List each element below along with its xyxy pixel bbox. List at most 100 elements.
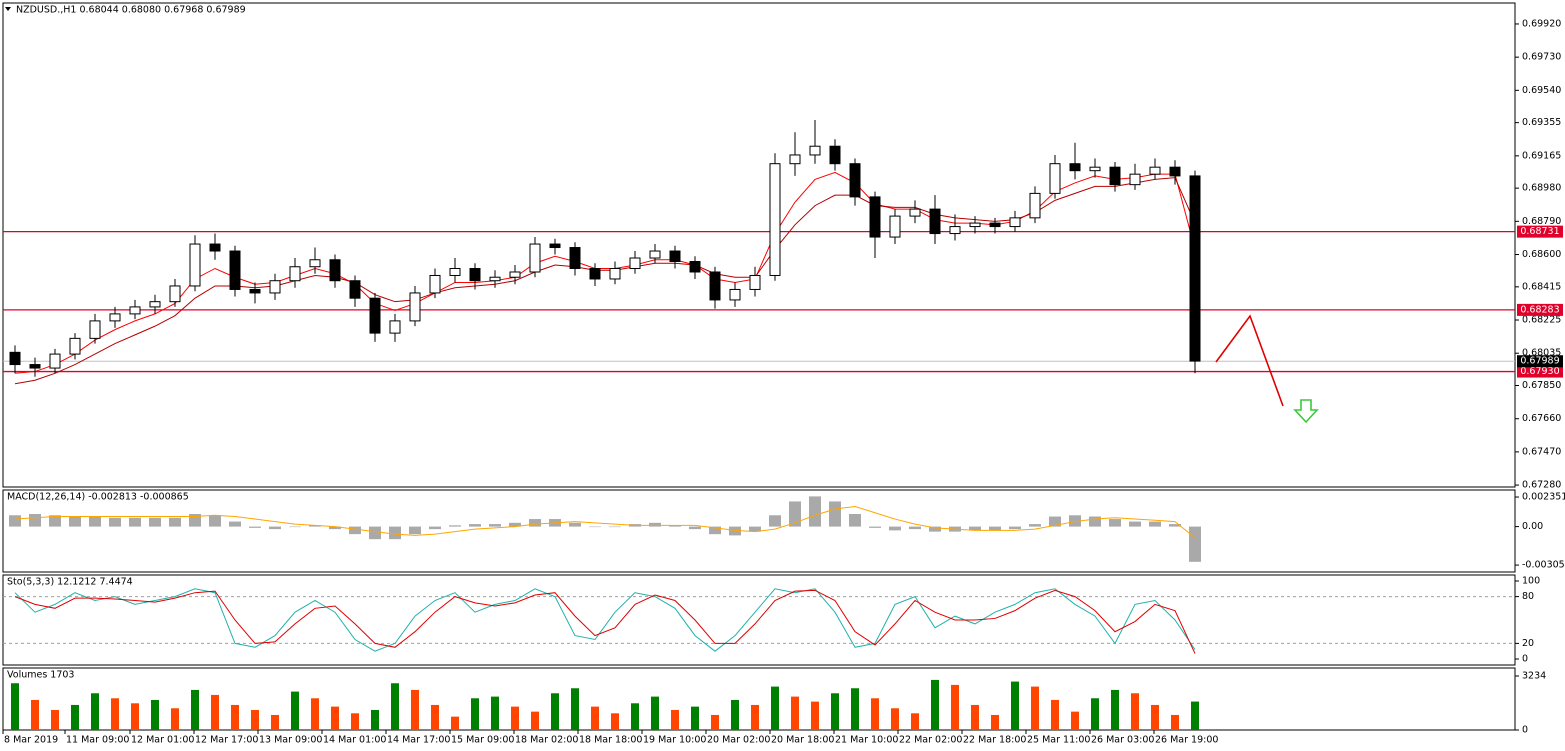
bar xyxy=(631,703,639,730)
bar xyxy=(169,517,181,527)
panel-title: MACD(12,26,14) -0.002813 -0.000865 xyxy=(7,492,189,503)
bar xyxy=(49,515,61,527)
candle-body xyxy=(209,243,221,252)
bar xyxy=(831,693,839,730)
x-tick-label: 11 Mar 09:00 xyxy=(66,735,129,746)
bar xyxy=(1129,521,1141,527)
bar xyxy=(11,683,19,730)
bar xyxy=(971,704,979,730)
bar xyxy=(291,691,299,730)
x-tick-label: 26 Mar 19:00 xyxy=(1155,735,1218,746)
bar xyxy=(1051,699,1059,730)
bar xyxy=(711,714,719,730)
y-tick-label: 0.68790 xyxy=(1522,216,1561,227)
candle-body xyxy=(109,313,121,322)
candle-body xyxy=(849,163,861,198)
bar xyxy=(371,709,379,730)
bar xyxy=(669,525,681,527)
candle-body xyxy=(1149,166,1161,175)
bar xyxy=(1169,524,1181,527)
bar xyxy=(1151,704,1159,730)
candle-body xyxy=(369,297,381,334)
bar xyxy=(29,514,41,527)
bar xyxy=(251,709,259,730)
bar xyxy=(891,708,899,730)
candle-body xyxy=(949,226,961,235)
bar xyxy=(1029,524,1041,527)
bar xyxy=(171,708,179,730)
bar xyxy=(231,704,239,730)
bar xyxy=(469,524,481,527)
y-tick-label: 0.002351 xyxy=(1522,492,1565,503)
bar xyxy=(1069,515,1081,527)
x-tick-label: 22 Mar 18:00 xyxy=(963,735,1026,746)
bar xyxy=(869,526,881,528)
bar xyxy=(1089,516,1101,527)
last-price-label: 0.67989 xyxy=(1520,356,1559,367)
candle-body xyxy=(329,259,341,282)
bar xyxy=(91,693,99,730)
bar xyxy=(89,516,101,527)
x-tick-label: 15 Mar 09:00 xyxy=(451,735,514,746)
candle-body xyxy=(549,243,561,249)
candle-body xyxy=(829,145,841,165)
bar xyxy=(1091,698,1099,730)
candle-body xyxy=(469,267,481,282)
x-tick-label: 13 Mar 09:00 xyxy=(259,735,322,746)
bar xyxy=(431,704,439,730)
y-tick-label: 0.67850 xyxy=(1522,380,1561,391)
x-tick-label: 19 Mar 10:00 xyxy=(643,735,706,746)
x-tick-label: 14 Mar 01:00 xyxy=(323,735,386,746)
bar xyxy=(229,521,241,527)
candle-body xyxy=(529,243,541,273)
candle-body xyxy=(189,243,201,287)
bar xyxy=(569,522,581,527)
bar xyxy=(609,526,621,528)
candle-body xyxy=(729,288,741,301)
y-tick-label: 0.67660 xyxy=(1522,413,1561,424)
y-tick-label: 80 xyxy=(1522,591,1534,602)
candle-body xyxy=(9,351,21,366)
bar xyxy=(571,688,579,730)
bar xyxy=(269,526,281,530)
candle-body xyxy=(789,154,801,165)
candle-body xyxy=(449,267,461,276)
bar xyxy=(731,699,739,730)
candle-body xyxy=(769,163,781,276)
candle-body xyxy=(509,271,521,278)
bar xyxy=(909,526,921,530)
bar xyxy=(411,689,419,730)
oscillator-line xyxy=(14,588,1196,652)
bar xyxy=(951,684,959,730)
candle-body xyxy=(309,259,321,268)
bar xyxy=(111,698,119,730)
down-arrow-icon xyxy=(1293,399,1319,424)
bar xyxy=(1191,701,1199,730)
bar xyxy=(1171,714,1179,730)
level-label: 0.68731 xyxy=(1520,226,1559,237)
bar xyxy=(589,526,601,528)
bar xyxy=(471,698,479,730)
candle-body xyxy=(489,276,501,282)
y-tick-label: 0.68415 xyxy=(1522,281,1561,292)
bar xyxy=(1189,526,1201,562)
bar xyxy=(651,696,659,730)
bar xyxy=(829,501,841,527)
bar xyxy=(329,526,341,530)
bar xyxy=(649,522,661,527)
candle-body xyxy=(809,145,821,156)
bar xyxy=(309,525,321,527)
bar xyxy=(1111,689,1119,730)
bar xyxy=(31,699,39,730)
candle-body xyxy=(389,320,401,334)
bar xyxy=(389,526,401,540)
y-tick-label: 0.68035 xyxy=(1522,348,1561,359)
bar xyxy=(69,516,81,527)
candle-body xyxy=(609,267,621,280)
candle-body xyxy=(409,292,421,322)
bar xyxy=(211,694,219,730)
bar xyxy=(331,706,339,730)
bar xyxy=(209,515,221,527)
oscillator-line xyxy=(14,589,1196,654)
x-tick-label: 25 Mar 11:00 xyxy=(1027,735,1090,746)
